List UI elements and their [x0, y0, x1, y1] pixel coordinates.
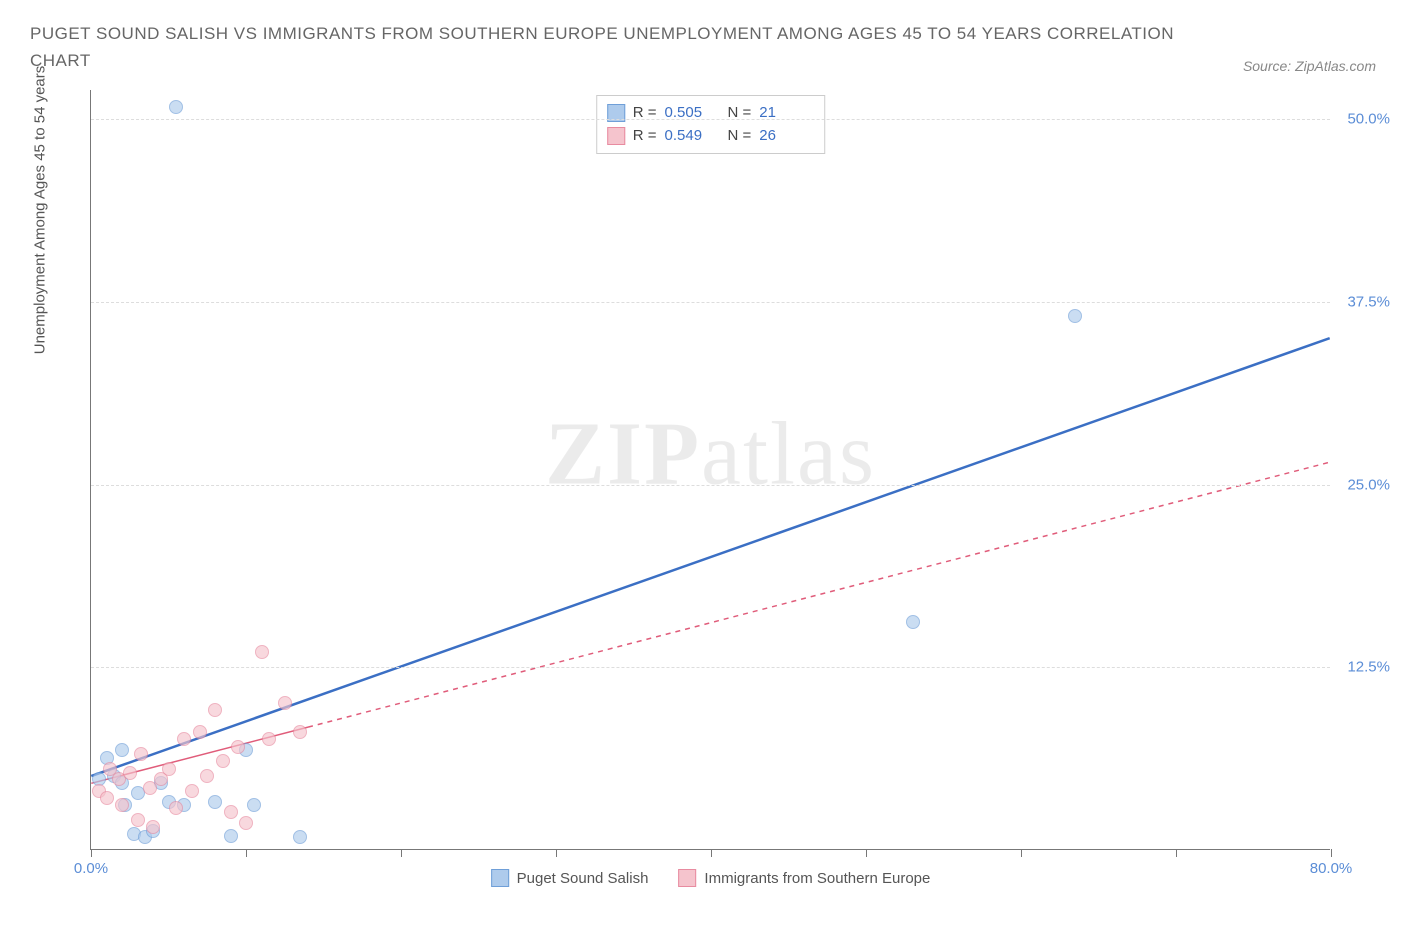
- legend-label-2: Immigrants from Southern Europe: [704, 870, 930, 887]
- data-point: [255, 645, 269, 659]
- x-tick: [246, 849, 247, 857]
- data-point: [208, 703, 222, 717]
- data-point: [224, 805, 238, 819]
- x-tick: [866, 849, 867, 857]
- y-tick-label: 50.0%: [1347, 111, 1390, 128]
- legend-stats-row-2: R = 0.549 N = 26: [607, 125, 815, 148]
- swatch-bottom-2: [678, 869, 696, 887]
- r-label-2: R =: [633, 125, 657, 148]
- n-value-2: 26: [759, 125, 814, 148]
- grid-line-h: [91, 485, 1330, 486]
- legend-series: Puget Sound Salish Immigrants from South…: [491, 869, 931, 887]
- data-point: [293, 830, 307, 844]
- y-axis-label: Unemployment Among Ages 45 to 54 years: [32, 66, 49, 355]
- data-point: [262, 732, 276, 746]
- chart-container: Unemployment Among Ages 45 to 54 years Z…: [50, 90, 1390, 880]
- y-tick-label: 12.5%: [1347, 659, 1390, 676]
- trend-lines-svg: [91, 90, 1330, 849]
- x-tick: [91, 849, 92, 857]
- data-point: [162, 762, 176, 776]
- x-tick-label: 0.0%: [74, 860, 108, 877]
- y-tick-label: 37.5%: [1347, 293, 1390, 310]
- data-point: [115, 798, 129, 812]
- data-point: [1068, 309, 1082, 323]
- data-point: [100, 791, 114, 805]
- data-point: [185, 784, 199, 798]
- source-label: Source: ZipAtlas.com: [1243, 58, 1376, 74]
- watermark: ZIPatlas: [545, 403, 876, 506]
- n-label-2: N =: [728, 125, 752, 148]
- data-point: [177, 732, 191, 746]
- r-value-1: 0.505: [665, 102, 720, 125]
- x-tick: [1331, 849, 1332, 857]
- grid-line-h: [91, 667, 1330, 668]
- watermark-zip: ZIP: [545, 405, 701, 504]
- data-point: [146, 820, 160, 834]
- data-point: [169, 801, 183, 815]
- data-point: [193, 725, 207, 739]
- legend-stats-row-1: R = 0.505 N = 21: [607, 102, 815, 125]
- data-point: [247, 798, 261, 812]
- plot-area: ZIPatlas R = 0.505 N = 21 R = 0.549 N = …: [90, 90, 1330, 850]
- data-point: [134, 747, 148, 761]
- watermark-atlas: atlas: [701, 405, 876, 504]
- swatch-bottom-1: [491, 869, 509, 887]
- grid-line-h: [91, 119, 1330, 120]
- legend-stats: R = 0.505 N = 21 R = 0.549 N = 26: [596, 95, 826, 154]
- x-tick-label: 80.0%: [1310, 860, 1353, 877]
- data-point: [208, 795, 222, 809]
- legend-item-2: Immigrants from Southern Europe: [678, 869, 930, 887]
- data-point: [169, 100, 183, 114]
- legend-label-1: Puget Sound Salish: [517, 870, 649, 887]
- chart-title: PUGET SOUND SALISH VS IMMIGRANTS FROM SO…: [30, 20, 1180, 74]
- y-tick-label: 25.0%: [1347, 476, 1390, 493]
- data-point: [115, 743, 129, 757]
- title-area: PUGET SOUND SALISH VS IMMIGRANTS FROM SO…: [0, 0, 1406, 84]
- grid-line-h: [91, 302, 1330, 303]
- data-point: [906, 615, 920, 629]
- n-label: N =: [728, 102, 752, 125]
- data-point: [239, 816, 253, 830]
- data-point: [231, 740, 245, 754]
- data-point: [123, 766, 137, 780]
- r-label: R =: [633, 102, 657, 125]
- x-tick: [1021, 849, 1022, 857]
- data-point: [131, 813, 145, 827]
- data-point: [293, 725, 307, 739]
- trend-line-solid: [91, 338, 1329, 776]
- trend-line-dashed: [308, 462, 1330, 727]
- x-tick: [711, 849, 712, 857]
- n-value-1: 21: [759, 102, 814, 125]
- r-value-2: 0.549: [665, 125, 720, 148]
- data-point: [224, 829, 238, 843]
- data-point: [216, 754, 230, 768]
- x-tick: [401, 849, 402, 857]
- x-tick: [1176, 849, 1177, 857]
- x-tick: [556, 849, 557, 857]
- data-point: [278, 696, 292, 710]
- swatch-series-2: [607, 127, 625, 145]
- data-point: [200, 769, 214, 783]
- legend-item-1: Puget Sound Salish: [491, 869, 649, 887]
